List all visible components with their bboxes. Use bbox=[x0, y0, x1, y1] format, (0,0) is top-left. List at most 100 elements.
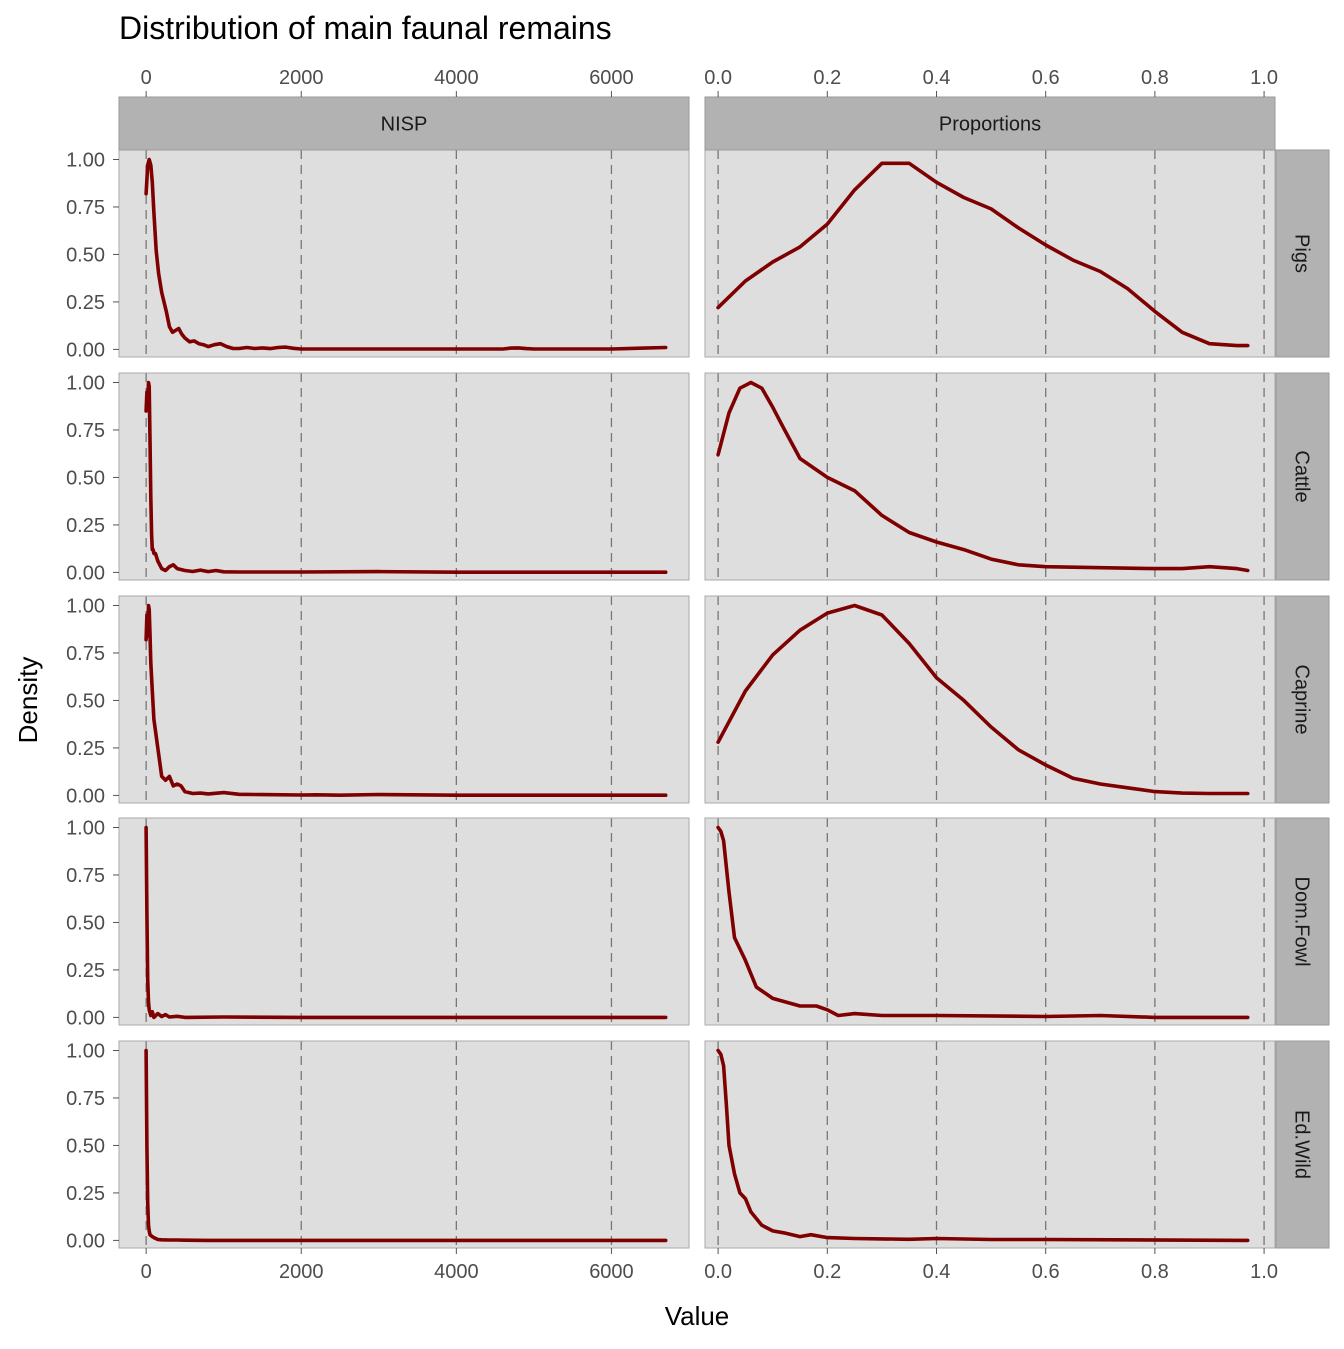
series-line-pigs-proportions bbox=[716, 161, 1250, 348]
x-tick-label-top: 0.2 bbox=[813, 67, 841, 89]
panel-background bbox=[119, 596, 689, 803]
x-tick-label-top: 4000 bbox=[434, 67, 479, 89]
strip-caprine bbox=[1275, 595, 1330, 804]
x-tick-label-top: 0.0 bbox=[704, 67, 732, 89]
panel-background bbox=[705, 373, 1275, 580]
y-tick-label: 0.25 bbox=[66, 515, 105, 537]
x-tick-label-bottom: 0.2 bbox=[813, 1261, 841, 1283]
strip-label-caprine: Caprine bbox=[1291, 664, 1313, 734]
panel-background bbox=[119, 373, 689, 580]
panel-caprine-nisp bbox=[118, 595, 690, 804]
panel-background bbox=[705, 1041, 1275, 1248]
y-tick-label: 0.00 bbox=[66, 785, 105, 807]
series-line-ed-wild-proportions bbox=[716, 1048, 1250, 1243]
strip-dom-fowl bbox=[1275, 817, 1330, 1026]
y-tick-label: 0.75 bbox=[66, 643, 105, 665]
strip-proportions bbox=[704, 96, 1276, 151]
y-tick-label: 1.00 bbox=[66, 817, 105, 839]
x-tick-label-bottom: 6000 bbox=[589, 1261, 634, 1283]
series-line-caprine-nisp bbox=[144, 603, 668, 797]
strip-cattle bbox=[1275, 372, 1330, 581]
panel-background bbox=[119, 818, 689, 1025]
x-tick-label-top: 0.6 bbox=[1032, 67, 1060, 89]
x-tick-label-bottom: 0 bbox=[141, 1261, 152, 1283]
panel-cattle-nisp bbox=[118, 372, 690, 581]
y-tick-label: 0.50 bbox=[66, 1135, 105, 1157]
strip-label-ed-wild: Ed.Wild bbox=[1291, 1110, 1313, 1179]
y-tick-label: 0.50 bbox=[66, 467, 105, 489]
y-tick-label: 0.00 bbox=[66, 562, 105, 584]
panel-background bbox=[705, 150, 1275, 357]
strip-label-pigs: Pigs bbox=[1291, 234, 1313, 273]
panel-background bbox=[705, 818, 1275, 1025]
x-tick-label-bottom: 4000 bbox=[434, 1261, 479, 1283]
y-tick-label: 1.00 bbox=[66, 372, 105, 394]
panel-ed-wild-nisp bbox=[118, 1040, 690, 1249]
panel-border bbox=[704, 372, 1276, 581]
y-tick-label: 0.75 bbox=[66, 865, 105, 887]
series-line-dom-fowl-proportions bbox=[716, 825, 1250, 1020]
panels-layer: NISP Proportions Pigs Cattle Caprine Dom.Fowl… bbox=[66, 67, 1330, 1283]
panel-border bbox=[704, 817, 1276, 1026]
strip-label-nisp: NISP bbox=[381, 114, 428, 136]
y-tick-label: 0.25 bbox=[66, 738, 105, 760]
panel-border bbox=[704, 1040, 1276, 1249]
y-tick-label: 1.00 bbox=[66, 1040, 105, 1062]
y-tick-label: 0.25 bbox=[66, 960, 105, 982]
y-tick-label: 0.75 bbox=[66, 1088, 105, 1110]
panel-border bbox=[704, 595, 1276, 804]
series-line-ed-wild-nisp bbox=[144, 1048, 668, 1243]
y-tick-label: 0.00 bbox=[66, 339, 105, 361]
x-tick-label-top: 0.8 bbox=[1141, 67, 1169, 89]
panel-dom-fowl-nisp bbox=[118, 817, 690, 1026]
x-tick-label-bottom: 0.8 bbox=[1141, 1261, 1169, 1283]
x-tick-label-bottom: 0.0 bbox=[704, 1261, 732, 1283]
y-tick-label: 0.25 bbox=[66, 1183, 105, 1205]
series-line-cattle-proportions bbox=[716, 380, 1250, 573]
series-line-caprine-proportions bbox=[716, 603, 1250, 796]
x-tick-label-top: 6000 bbox=[589, 67, 634, 89]
y-tick-label: 1.00 bbox=[66, 149, 105, 171]
x-tick-label-bottom: 0.4 bbox=[923, 1261, 951, 1283]
series-line-dom-fowl-nisp bbox=[144, 825, 668, 1020]
x-tick-label-top: 2000 bbox=[279, 67, 324, 89]
y-tick-label: 1.00 bbox=[66, 595, 105, 617]
panel-background bbox=[119, 150, 689, 357]
x-tick-label-bottom: 1.0 bbox=[1250, 1261, 1278, 1283]
strip-label-dom-fowl: Dom.Fowl bbox=[1291, 876, 1313, 966]
x-tick-label-bottom: 0.6 bbox=[1032, 1261, 1060, 1283]
panel-border bbox=[118, 1040, 690, 1249]
panel-border bbox=[118, 817, 690, 1026]
y-tick-label: 0.50 bbox=[66, 244, 105, 266]
chart-title: Distribution of main faunal remains bbox=[119, 10, 612, 46]
strip-label-proportions: Proportions bbox=[939, 114, 1041, 136]
y-tick-label: 0.75 bbox=[66, 420, 105, 442]
panel-border bbox=[118, 595, 690, 804]
strip-nisp bbox=[118, 96, 690, 151]
y-tick-label: 0.75 bbox=[66, 197, 105, 219]
panel-border bbox=[118, 372, 690, 581]
y-tick-label: 0.50 bbox=[66, 912, 105, 934]
y-tick-label: 0.25 bbox=[66, 292, 105, 314]
series-line-cattle-nisp bbox=[144, 380, 668, 574]
strip-pigs bbox=[1275, 149, 1330, 358]
x-tick-label-top: 0.4 bbox=[923, 67, 951, 89]
strip-label-cattle: Cattle bbox=[1291, 450, 1313, 502]
strip-ed-wild bbox=[1275, 1040, 1330, 1249]
x-tick-label-top: 1.0 bbox=[1250, 67, 1278, 89]
panel-cattle-proportions bbox=[704, 372, 1276, 581]
x-tick-label-bottom: 2000 bbox=[279, 1261, 324, 1283]
panel-pigs-nisp bbox=[118, 149, 690, 358]
panel-dom-fowl-proportions bbox=[704, 817, 1276, 1026]
series-line-pigs-nisp bbox=[144, 157, 668, 351]
panel-background bbox=[705, 596, 1275, 803]
panel-pigs-proportions bbox=[704, 149, 1276, 358]
y-tick-label: 0.50 bbox=[66, 690, 105, 712]
x-tick-label-top: 0 bbox=[141, 67, 152, 89]
y-tick-label: 0.00 bbox=[66, 1007, 105, 1029]
x-axis-title: Value bbox=[665, 1301, 730, 1331]
y-tick-label: 0.00 bbox=[66, 1230, 105, 1252]
y-axis-title: Density bbox=[13, 657, 43, 744]
